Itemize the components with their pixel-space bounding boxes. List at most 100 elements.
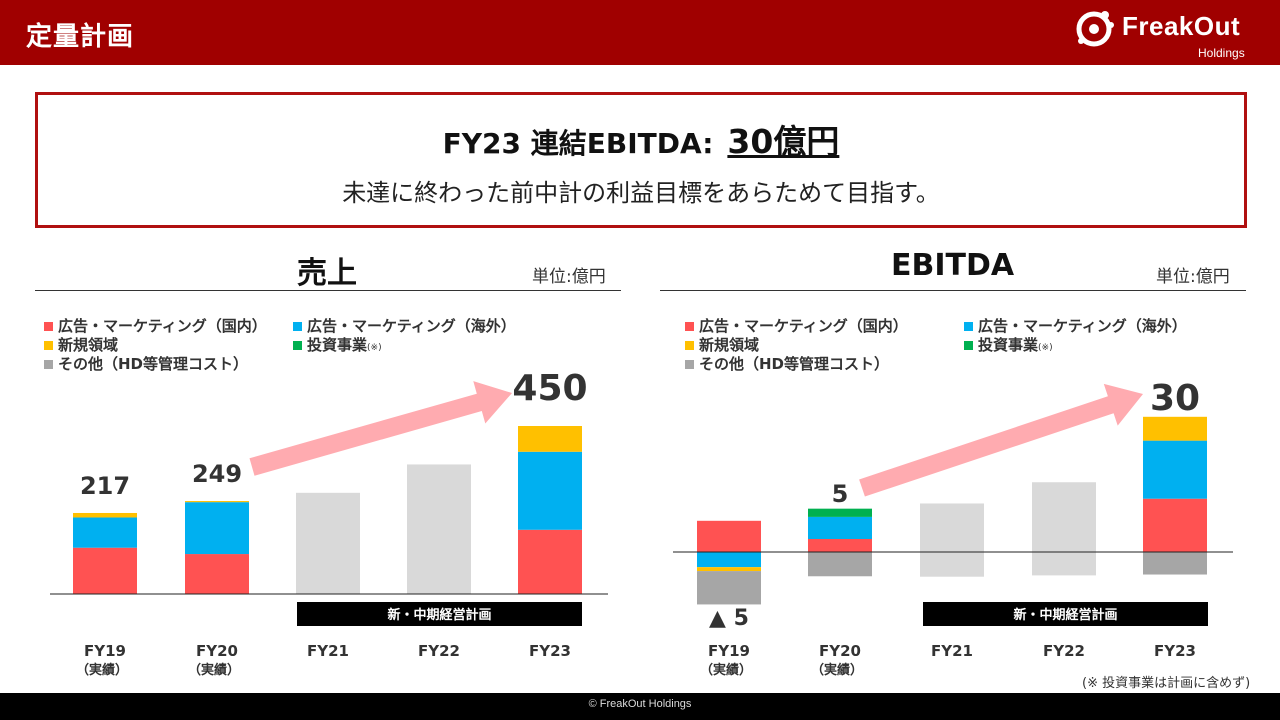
legend-item-domestic: 広告・マーケティング（国内）: [44, 315, 267, 336]
bar-segment: [808, 516, 872, 539]
legend-label: 広告・マーケティング（海外）: [307, 317, 516, 335]
kpi-box: FY23 連結EBITDA: 30億円 未達に終わった前中計の利益目標をあらためて…: [35, 92, 1247, 228]
bar-segment: [697, 552, 761, 568]
legend-swatch: [685, 322, 694, 331]
legend-swatch: [44, 322, 53, 331]
bar-segment: [697, 567, 761, 572]
legend-label: 広告・マーケティング（国内）: [699, 317, 908, 335]
x-tick-label: FY22: [1043, 642, 1085, 660]
legend-label: 広告・マーケティング（国内）: [58, 317, 267, 335]
legend-item-new-domain: 新規領域: [44, 334, 118, 355]
total-label: ▲ 5: [709, 606, 749, 631]
bar-segment: [1143, 440, 1207, 499]
total-label: 450: [512, 368, 587, 409]
kpi-title: FY23 連結EBITDA: 30億円: [38, 115, 1244, 163]
copyright: © FreakOut Holdings: [588, 698, 692, 710]
kpi-subtitle: 未達に終わった前中計の利益目標をあらためて目指す。: [342, 179, 940, 207]
plan-banner-label: 新・中期経営計画: [387, 607, 491, 623]
kpi-value: 30億円: [727, 122, 840, 161]
growth-arrow: [859, 383, 1143, 497]
legend-label: 広告・マーケティング（海外）: [978, 317, 1187, 335]
bar-segment: [518, 451, 582, 530]
legend-item-overseas: 広告・マーケティング（海外）: [964, 315, 1187, 336]
legend-swatch: [964, 341, 973, 350]
legend-item-other: その他（HD等管理コスト）: [44, 353, 248, 374]
kpi-label: FY23 連結EBITDA:: [442, 127, 714, 160]
x-tick-sublabel: （実績）: [700, 662, 752, 678]
logo-sub: Holdings: [1198, 46, 1245, 60]
x-tick-label: FY21: [307, 642, 349, 660]
x-tick-label: FY23: [1154, 642, 1196, 660]
legend-item-investment: 投資事業(※): [964, 334, 1053, 355]
total-label: 217: [80, 472, 130, 500]
growth-arrow: [249, 381, 512, 476]
sales-title: 売上: [297, 256, 357, 291]
legend-label: 新規領域: [58, 336, 119, 354]
x-tick-label: FY19: [84, 642, 126, 660]
bar-segment: [518, 426, 582, 452]
bar-segment: [518, 529, 582, 594]
bar-segment: [185, 501, 249, 503]
legend-swatch: [964, 322, 973, 331]
legend-label: 投資事業: [978, 336, 1039, 354]
legend-swatch: [685, 341, 694, 350]
company-logo: FreakOut Holdings: [1072, 7, 1262, 63]
bar-segment: [1143, 552, 1207, 575]
legend-item-overseas: 広告・マーケティング（海外）: [293, 315, 516, 336]
legend-swatch: [44, 341, 53, 350]
ebitda-unit: 単位:億円: [1156, 267, 1230, 287]
sales-chart: 217 249 450 新・中期経営計画 FY19 （実績） FY20 （実績） FY21 FY2…: [50, 368, 608, 678]
legend-note: (※): [1038, 343, 1053, 353]
plan-banner: [297, 602, 582, 626]
total-label: 5: [832, 480, 849, 508]
legend-note: (※): [367, 343, 382, 353]
legend-swatch: [293, 341, 302, 350]
bar-segment: [697, 520, 761, 552]
footer-bar: © FreakOut Holdings: [0, 693, 1280, 720]
plan-banner: [923, 602, 1208, 626]
legend-item-new-domain: 新規領域: [685, 334, 759, 355]
page-title: 定量計画: [26, 22, 135, 52]
bar-segment: [808, 539, 872, 552]
plan-bar: [407, 464, 471, 594]
legend-item-other: その他（HD等管理コスト）: [685, 353, 889, 374]
bar-segment: [73, 517, 137, 548]
x-tick-label: FY23: [529, 642, 571, 660]
x-tick-label: FY21: [931, 642, 973, 660]
ebitda-chart: ▲ 5 5 30 新・中期経営計画 FY19 （実績） FY20 （実績） FY21 FY22 FY…: [673, 378, 1233, 678]
legend-label: 新規領域: [699, 336, 760, 354]
ebitda-divider: [660, 290, 1246, 291]
bar-segment: [185, 502, 249, 555]
bar-segment: [808, 552, 872, 577]
legend-swatch: [293, 322, 302, 331]
x-tick-sublabel: （実績）: [811, 662, 863, 678]
x-tick-sublabel: （実績）: [76, 662, 128, 678]
bar-segment: [185, 554, 249, 594]
x-tick-label: FY20: [196, 642, 238, 660]
plan-bar: [920, 503, 984, 577]
freakout-logo-icon: [1076, 11, 1114, 47]
legend-swatch: [685, 360, 694, 369]
sales-divider: [35, 290, 621, 291]
total-label: 30: [1150, 378, 1200, 419]
legend-label: 投資事業: [307, 336, 368, 354]
x-tick-label: FY19: [708, 642, 750, 660]
plan-banner-label: 新・中期経営計画: [1013, 607, 1117, 623]
logo-name: FreakOut: [1122, 11, 1241, 41]
ebitda-title: EBITDA: [891, 248, 1015, 283]
legend-swatch: [44, 360, 53, 369]
bar-segment: [808, 508, 872, 517]
legend-label: その他（HD等管理コスト）: [699, 355, 890, 373]
legend-label: その他（HD等管理コスト）: [58, 355, 249, 373]
bar-segment: [1143, 498, 1207, 552]
plan-bar: [296, 492, 360, 594]
header-bar: 定量計画 FreakOut Holdings: [0, 0, 1280, 65]
total-label: 249: [192, 460, 242, 488]
plan-bar: [1032, 482, 1096, 576]
bar-segment: [73, 512, 137, 518]
footnote: (※ 投資事業は計画に含めず): [1082, 676, 1251, 691]
x-tick-label: FY20: [819, 642, 861, 660]
x-tick-label: FY22: [418, 642, 460, 660]
legend-item-domestic: 広告・マーケティング（国内）: [685, 315, 908, 336]
bar-segment: [697, 571, 761, 605]
